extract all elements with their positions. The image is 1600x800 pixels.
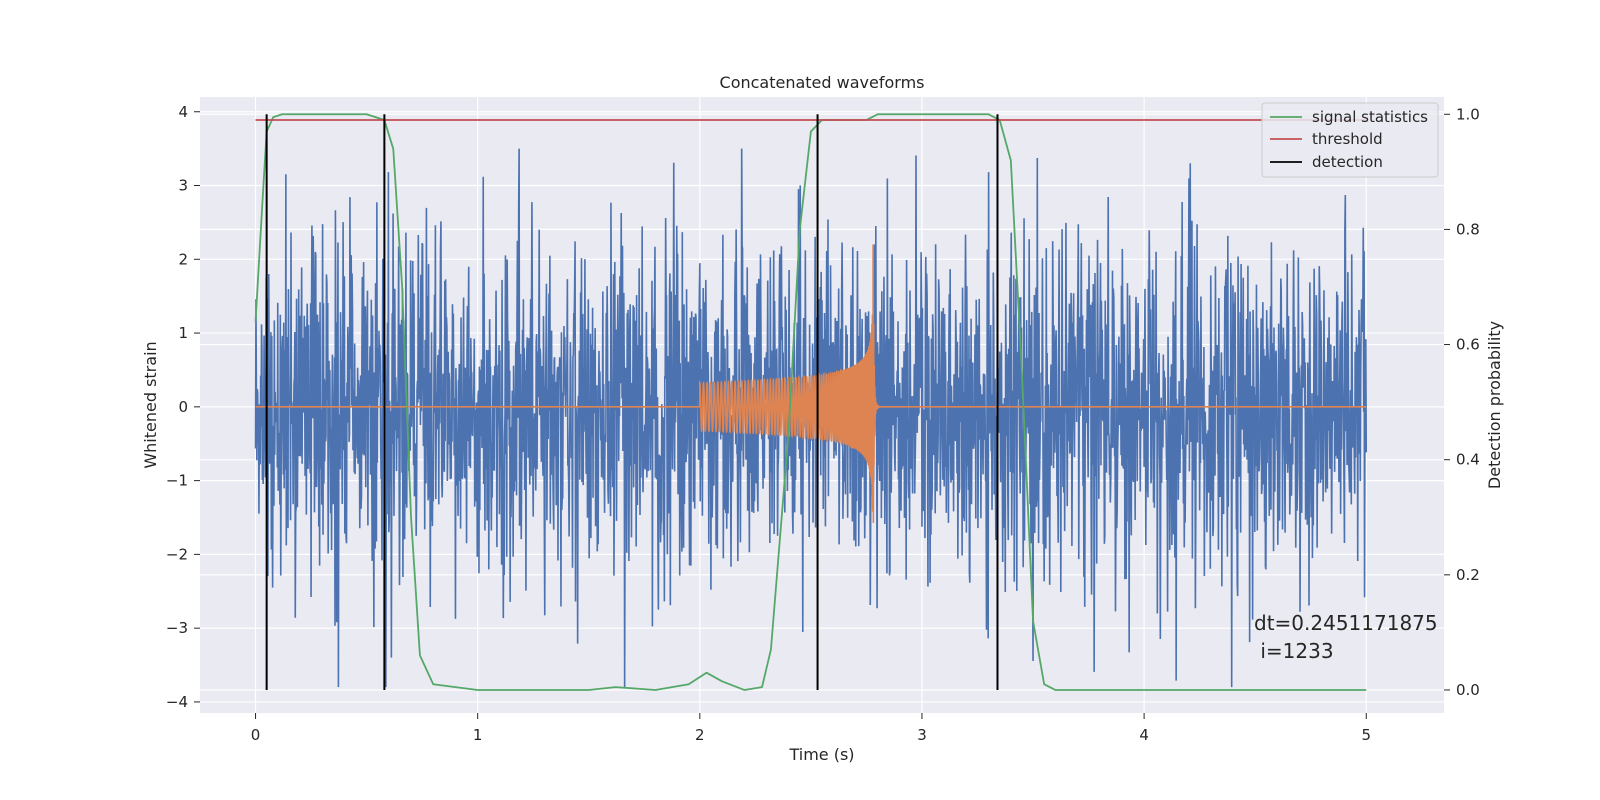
y-right-tick-label: 0.2 (1456, 566, 1480, 584)
y-right-tick-label: 1.0 (1456, 105, 1480, 123)
x-tick-label: 0 (251, 726, 261, 744)
annotation-dt: dt=0.2451171875 (1254, 611, 1438, 635)
y-tick-label: 1 (178, 324, 188, 342)
y-right-tick-label: 0.0 (1456, 681, 1480, 699)
legend-box (1261, 102, 1439, 178)
chirp-line (255, 244, 1367, 523)
y-tick-label: 3 (178, 177, 188, 195)
y-right-tick-label: 0.8 (1456, 220, 1480, 238)
x-tick-label: 4 (1139, 726, 1149, 744)
y-right-tick-labels: 0.0 0.2 0.4 0.6 0.8 1.0 (1444, 105, 1480, 699)
x-axis-label: Time (s) (788, 745, 854, 764)
y-tick-label: −2 (166, 545, 188, 563)
legend-label-signal-statistics: signal statistics (1312, 108, 1428, 126)
y-tick-label: −1 (166, 472, 188, 490)
x-tick-label: 3 (917, 726, 927, 744)
y-right-tick-label: 0.4 (1456, 451, 1480, 469)
y-right-axis-label: Detection probability (1485, 321, 1504, 489)
x-tick-label: 2 (695, 726, 705, 744)
legend-label-threshold: threshold (1312, 130, 1383, 148)
chirp-series (255, 244, 1367, 523)
annotation-i: i=1233 (1254, 639, 1334, 663)
signal-statistics-line (254, 113, 1367, 691)
y-tick-label: 4 (178, 103, 188, 121)
y-axis-label: Whitened strain (141, 341, 160, 468)
y-tick-label: 2 (178, 250, 188, 268)
y-tick-label: −3 (166, 619, 188, 637)
y-tick-labels: −4 −3 −2 −1 0 1 2 3 4 (166, 103, 200, 711)
right-axis-series (254, 113, 1367, 691)
x-tick-labels: 0 1 2 3 4 5 (251, 713, 1371, 744)
legend: signal statistics threshold detection (1261, 102, 1439, 178)
y-tick-label: 0 (178, 398, 188, 416)
y-right-tick-label: 0.6 (1456, 336, 1480, 354)
legend-label-detection: detection (1312, 153, 1383, 171)
x-tick-label: 1 (473, 726, 483, 744)
x-tick-label: 5 (1361, 726, 1371, 744)
chart-title: Concatenated waveforms (720, 73, 925, 92)
y-tick-label: −4 (166, 693, 188, 711)
